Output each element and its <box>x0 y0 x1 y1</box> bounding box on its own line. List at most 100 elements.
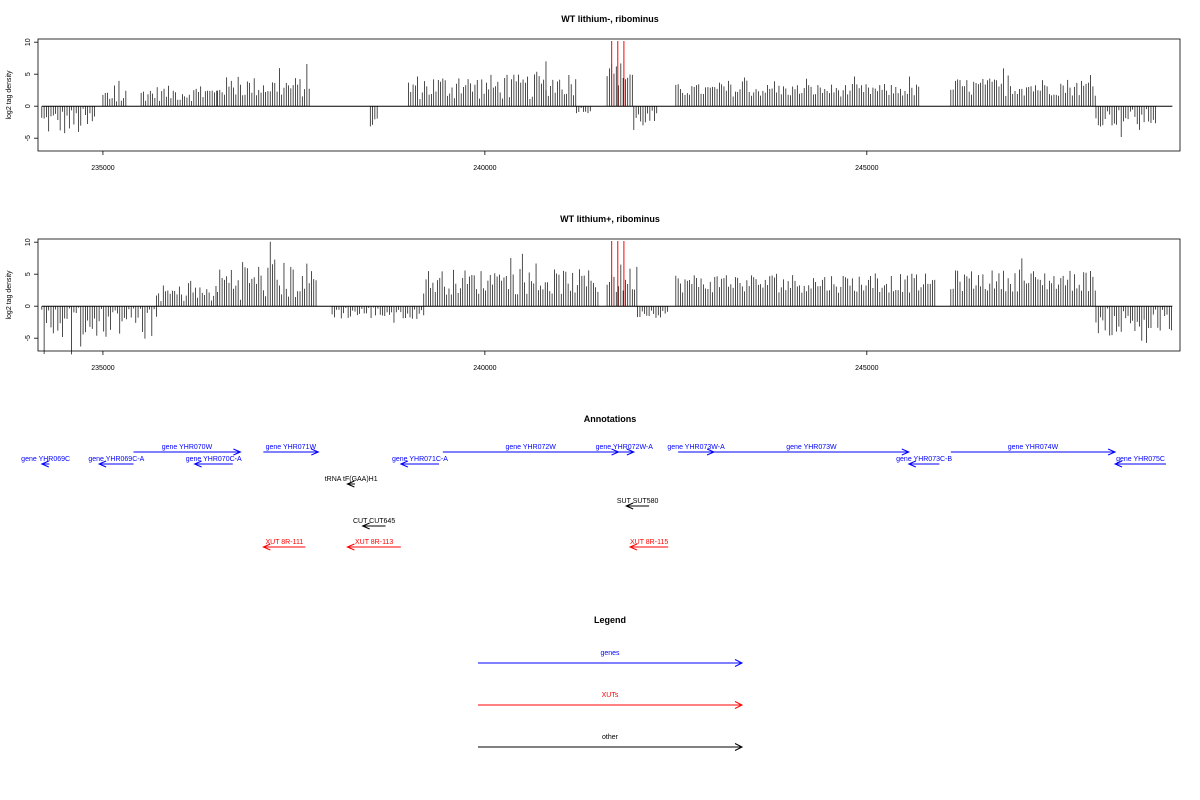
x-tick-label: 235000 <box>91 365 114 372</box>
feature-arrowhead <box>706 448 716 456</box>
y-tick-label: -5 <box>25 335 32 341</box>
y-tick-label: 0 <box>25 104 32 108</box>
annotations-title: Annotations <box>584 414 637 424</box>
annotation-features: gene YHR069C gene YHR069C-A gene YHR070W ge… <box>21 444 1166 551</box>
legend-entry: other <box>478 734 744 751</box>
plot-frame <box>37 38 1181 152</box>
feature-label: gene YHR074W <box>1008 444 1059 451</box>
annotation-feature: gene YHR069C-A <box>88 456 145 468</box>
x-tick-label: 240000 <box>473 165 496 172</box>
feature-label: gene YHR073W-A <box>667 444 725 451</box>
legend-label: other <box>602 734 619 741</box>
x-axis: 235000 240000 245000 <box>91 351 879 372</box>
y-tick-label: 0 <box>25 304 32 308</box>
feature-label: gene YHR071C-A <box>392 456 448 463</box>
legend-entry: genes <box>478 650 744 667</box>
annotation-feature: gene YHR075C <box>1113 456 1166 468</box>
feature-label: XUT 8R-111 <box>265 539 303 546</box>
feature-label: gene YHR070C-A <box>186 456 242 463</box>
highlight-lines <box>611 241 625 307</box>
track-title: WT lithium-, ribominus <box>561 14 659 24</box>
y-axis: -5 0 5 10 <box>25 38 38 141</box>
feature-arrowhead <box>262 543 271 551</box>
feature-arrowhead <box>346 480 355 488</box>
feature-label: gene YHR073W <box>786 444 837 451</box>
density-bars <box>41 61 1156 138</box>
legend-entries: genes XUTs other <box>478 650 744 751</box>
feature-label: gene YHR075C <box>1116 456 1165 463</box>
feature-arrowhead <box>907 460 917 468</box>
annotation-feature: XUT 8R-111 <box>262 539 306 551</box>
y-axis-label: log2 tag density <box>6 270 13 320</box>
feature-arrowhead <box>399 460 409 468</box>
track-panel-lithium-minus: WT lithium-, ribominus log2 tag density … <box>6 14 1181 172</box>
feature-label: SUT SUT580 <box>617 498 659 505</box>
feature-label: gene YHR071W <box>266 444 317 451</box>
feature-arrowhead <box>624 502 634 510</box>
feature-label: CUT CUT645 <box>353 518 395 525</box>
feature-label: XUT 8R-115 <box>630 539 668 546</box>
y-tick-label: 5 <box>25 72 32 76</box>
x-tick-label: 240000 <box>473 365 496 372</box>
highlight-lines <box>611 41 625 107</box>
feature-label: tRNA tF(GAA)H1 <box>325 476 378 483</box>
feature-label: gene YHR073C-B <box>896 456 952 463</box>
annotation-feature: XUT 8R-115 <box>628 539 668 551</box>
feature-label: gene YHR069C-A <box>88 456 144 463</box>
annotation-feature: gene YHR072W-A <box>596 444 654 456</box>
annotation-feature: XUT 8R-113 <box>346 539 401 551</box>
feature-arrowhead <box>233 448 242 456</box>
feature-arrowhead <box>97 460 107 468</box>
feature-arrowhead <box>193 460 202 468</box>
track-panel-lithium-plus: WT lithium+, ribominus log2 tag density … <box>6 214 1181 372</box>
feature-arrowhead <box>626 448 636 456</box>
x-axis: 235000 240000 245000 <box>91 151 879 172</box>
feature-arrowhead <box>311 448 320 456</box>
feature-label: gene YHR072W-A <box>596 444 654 451</box>
legend-title: Legend <box>594 615 626 625</box>
annotation-feature: CUT CUT645 <box>353 518 395 530</box>
annotation-feature: gene YHR072W <box>442 444 620 456</box>
legend-label: XUTs <box>602 692 619 699</box>
legend-arrowhead <box>734 659 744 667</box>
annotation-feature: gene YHR071C-A <box>392 456 448 468</box>
annotation-feature: gene YHR073C-B <box>896 456 952 468</box>
y-tick-label: 10 <box>25 38 32 46</box>
annotation-feature: gene YHR070W <box>133 444 242 456</box>
annotation-feature: SUT SUT580 <box>617 498 659 510</box>
legend-entry: XUTs <box>478 692 744 709</box>
feature-label: XUT 8R-113 <box>355 539 393 546</box>
y-tick-label: 5 <box>25 272 32 276</box>
y-tick-label: 10 <box>25 238 32 246</box>
annotation-feature: gene YHR071W <box>263 444 320 456</box>
feature-arrowhead <box>346 543 355 551</box>
x-tick-label: 245000 <box>855 365 878 372</box>
feature-arrowhead <box>361 522 370 530</box>
feature-label: gene YHR070W <box>162 444 213 451</box>
x-tick-label: 235000 <box>91 165 114 172</box>
legend-arrowhead <box>734 743 744 751</box>
feature-label: gene YHR072W <box>505 444 556 451</box>
annotation-feature: tRNA tF(GAA)H1 <box>325 476 378 488</box>
feature-arrowhead <box>628 543 638 551</box>
annotation-feature: gene YHR069C <box>21 456 70 468</box>
annotation-feature: gene YHR070C-A <box>186 456 242 468</box>
feature-arrowhead <box>40 460 50 468</box>
annotation-track: Annotations gene YHR069C gene YHR069C-Age… <box>21 414 1166 551</box>
y-axis-label: log2 tag density <box>6 70 13 120</box>
annotation-feature: gene YHR074W <box>950 444 1117 456</box>
x-tick-label: 245000 <box>855 165 878 172</box>
feature-arrowhead <box>1107 448 1117 456</box>
y-axis: -5 0 5 10 <box>25 238 38 341</box>
legend-arrowhead <box>734 701 744 709</box>
density-bars <box>41 241 1172 355</box>
y-tick-label: -5 <box>25 135 32 141</box>
feature-arrowhead <box>1113 460 1123 468</box>
plot-frame <box>37 238 1181 352</box>
annotation-feature: gene YHR073W <box>714 444 911 456</box>
annotation-feature: gene YHR073W-A <box>667 444 725 456</box>
legend-label: genes <box>600 650 620 657</box>
feature-label: gene YHR069C <box>21 456 70 463</box>
track-title: WT lithium+, ribominus <box>560 214 660 224</box>
